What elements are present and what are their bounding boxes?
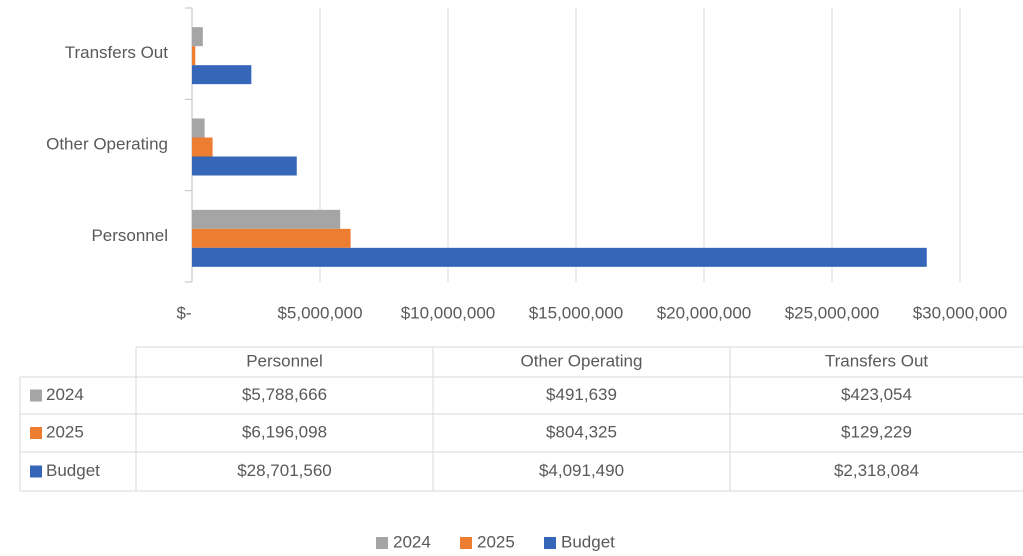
table-cell: $491,639 [546,385,617,404]
bar [192,156,297,176]
table-cell: $6,196,098 [242,422,327,441]
table-cell: $28,701,560 [237,461,332,480]
table-cell: $2,318,084 [834,461,919,480]
x-tick-label: $20,000,000 [657,303,752,322]
legend-label: Budget [561,532,615,551]
legend-key [460,537,472,549]
legend-label: 2025 [477,532,515,551]
bar [192,118,205,138]
legend-key [376,537,388,549]
bar [192,65,252,85]
table-legend-key [30,389,42,402]
table-series-name: 2024 [46,385,84,404]
table-header: Transfers Out [825,351,929,370]
table-legend-key [30,427,42,439]
table-header: Personnel [246,351,323,370]
table-legend-key [30,465,42,478]
bar [192,46,196,66]
legend-key [544,537,556,549]
table-cell: $129,229 [841,422,912,441]
x-tick-label: $5,000,000 [277,303,362,322]
table-header: Other Operating [521,351,643,370]
table-series-name: 2025 [46,422,84,441]
x-tick-label: $- [176,303,191,322]
bar [192,27,203,47]
bar [192,137,213,157]
bar [192,209,341,229]
legend-label: 2024 [393,532,431,551]
x-tick-label: $30,000,000 [913,303,1008,322]
bar [192,228,351,248]
y-tick-label: Other Operating [46,134,168,153]
table-cell: $5,788,666 [242,385,327,404]
x-tick-label: $10,000,000 [401,303,496,322]
table-cell: $423,054 [841,385,912,404]
table-cell: $804,325 [546,422,617,441]
bar [192,247,927,267]
table-cell: $4,091,490 [539,461,624,480]
x-tick-label: $15,000,000 [529,303,624,322]
y-tick-label: Personnel [91,226,168,245]
table-series-name: Budget [46,461,100,480]
x-tick-label: $25,000,000 [785,303,880,322]
y-tick-label: Transfers Out [65,43,169,62]
